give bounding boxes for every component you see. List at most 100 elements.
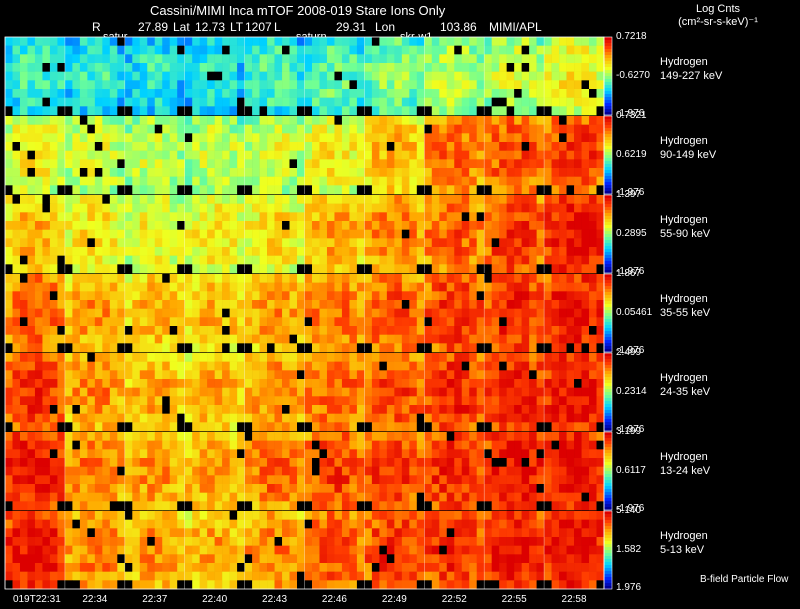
heat-cell bbox=[79, 185, 88, 195]
colorbar-swatch bbox=[604, 392, 612, 396]
heat-cell bbox=[454, 317, 463, 327]
heat-cell bbox=[79, 317, 88, 327]
heat-cell bbox=[72, 537, 81, 546]
heat-cell bbox=[499, 264, 507, 274]
heat-cell bbox=[207, 37, 215, 46]
colorbar-swatch bbox=[604, 210, 612, 214]
heat-cell bbox=[574, 361, 582, 371]
heat-cell bbox=[199, 300, 208, 309]
heat-cell bbox=[199, 317, 208, 327]
heat-cell bbox=[454, 45, 463, 55]
heat-cell bbox=[574, 282, 582, 292]
colorbar-swatch bbox=[604, 243, 612, 247]
heat-cell bbox=[349, 334, 358, 344]
heat-cell bbox=[214, 422, 223, 432]
heat-cell bbox=[169, 343, 178, 353]
heat-cell bbox=[536, 116, 545, 125]
heat-cell bbox=[192, 519, 200, 529]
heat-cell bbox=[237, 37, 245, 46]
heat-cell bbox=[431, 475, 440, 485]
heat-cell bbox=[536, 432, 545, 441]
heat-cell bbox=[49, 212, 58, 222]
heat-cell bbox=[19, 387, 28, 397]
heat-cell bbox=[431, 89, 440, 98]
heat-cell bbox=[349, 458, 358, 467]
heat-cell bbox=[139, 326, 148, 335]
heat-cell bbox=[199, 370, 208, 380]
heat-cell bbox=[499, 150, 507, 160]
heat-cell bbox=[229, 282, 238, 292]
heat-cell bbox=[192, 203, 200, 213]
heat-cell bbox=[27, 387, 36, 397]
heat-cell bbox=[154, 334, 163, 344]
heat-cell bbox=[229, 45, 238, 55]
heat-cell bbox=[34, 308, 43, 318]
heat-cell bbox=[42, 475, 51, 485]
heat-cell bbox=[446, 150, 455, 160]
heat-cell bbox=[184, 458, 193, 467]
heat-cell bbox=[581, 274, 590, 283]
heat-cell bbox=[431, 432, 440, 441]
heat-cell bbox=[386, 466, 395, 476]
heat-cell bbox=[446, 195, 455, 204]
heat-cell bbox=[416, 238, 425, 248]
heat-cell bbox=[326, 255, 335, 265]
heat-cell bbox=[282, 405, 290, 414]
heat-cell bbox=[499, 334, 507, 344]
heat-cell bbox=[94, 282, 103, 292]
heat-cell bbox=[289, 116, 298, 125]
heat-cell bbox=[244, 475, 253, 485]
heat-cell bbox=[109, 326, 118, 335]
heat-cell bbox=[349, 317, 358, 327]
colorbar-swatch bbox=[604, 225, 612, 229]
heat-cell bbox=[49, 343, 58, 353]
colorbar-swatch bbox=[604, 164, 612, 168]
heat-cell bbox=[461, 501, 470, 511]
panel-6-column-10 bbox=[544, 432, 605, 511]
heat-cell bbox=[334, 353, 343, 362]
heat-cell bbox=[491, 150, 500, 160]
heat-cell bbox=[87, 528, 96, 538]
heat-cell bbox=[394, 133, 403, 143]
heat-cell bbox=[177, 422, 185, 432]
heat-cell bbox=[544, 229, 552, 239]
heat-cell bbox=[27, 291, 36, 301]
heat-cell bbox=[431, 334, 440, 344]
heat-cell bbox=[297, 334, 305, 344]
heat-cell bbox=[64, 449, 73, 459]
heat-cell bbox=[476, 63, 485, 72]
heat-cell bbox=[596, 379, 605, 388]
heat-cell bbox=[49, 422, 58, 432]
heat-cell bbox=[154, 317, 163, 327]
heat-cell bbox=[589, 326, 597, 335]
heat-cell bbox=[439, 238, 448, 248]
heat-cell bbox=[386, 422, 395, 432]
heat-cell bbox=[551, 238, 560, 248]
colorbar-swatch bbox=[604, 73, 612, 77]
heat-cell bbox=[297, 475, 305, 485]
heat-cell bbox=[341, 124, 350, 134]
heat-cell bbox=[237, 317, 245, 327]
heat-cell bbox=[274, 247, 283, 256]
heat-cell bbox=[207, 116, 215, 125]
heat-cell bbox=[169, 317, 178, 327]
heat-cell bbox=[214, 370, 223, 380]
heat-cell bbox=[192, 133, 200, 143]
heat-cell bbox=[147, 80, 156, 90]
colorbar-swatch bbox=[604, 286, 612, 290]
heat-cell bbox=[416, 387, 425, 397]
heat-cell bbox=[574, 405, 582, 414]
heat-cell bbox=[551, 353, 560, 362]
heat-cell bbox=[229, 492, 238, 502]
heat-cell bbox=[192, 80, 200, 90]
heat-cell bbox=[79, 308, 88, 318]
heat-cell bbox=[124, 238, 133, 248]
heat-cell bbox=[581, 413, 590, 423]
heat-cell bbox=[109, 458, 118, 467]
heat-cell bbox=[311, 458, 320, 467]
heat-cell bbox=[207, 396, 215, 406]
panel-7-column-2 bbox=[64, 511, 126, 590]
panel-3-column-4 bbox=[184, 195, 245, 274]
heat-cell bbox=[394, 413, 403, 423]
heat-cell bbox=[207, 563, 215, 572]
